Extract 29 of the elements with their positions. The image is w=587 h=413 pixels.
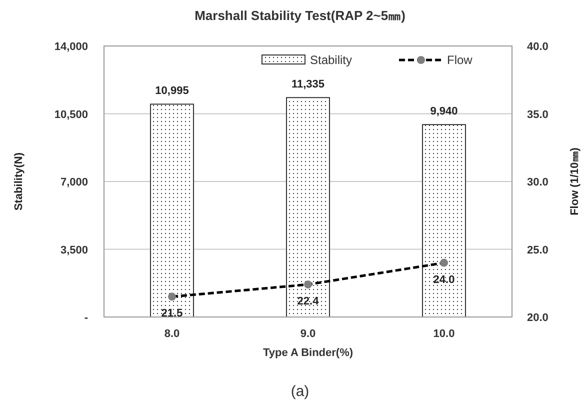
- x-tick-label: 10.0: [433, 328, 455, 340]
- y-tick-label: 14,000: [54, 41, 88, 53]
- data-label: 11,335: [291, 78, 325, 91]
- x-axis-title: Type A Binder(%): [262, 347, 354, 359]
- data-label: 9,940: [430, 106, 458, 118]
- data-label: 10,995: [155, 85, 189, 98]
- y2-tick-label: 30.0: [527, 176, 548, 188]
- y2-axis-title: Flow (1/10㎜): [569, 147, 581, 216]
- y2-tick-label: 25.0: [527, 244, 548, 256]
- bar: [286, 97, 330, 318]
- y2-tick-label: 40.0: [527, 41, 548, 53]
- data-label: 21.5: [161, 308, 183, 320]
- data-label: 22.4: [297, 295, 320, 308]
- y-tick-label: -: [84, 312, 88, 324]
- y-tick-label: 7,000: [60, 176, 88, 188]
- bar: [150, 104, 194, 318]
- text: (a): [290, 383, 310, 400]
- legend-label: Stability: [310, 53, 352, 67]
- x-tick-label: 9.0: [300, 328, 316, 340]
- y-axis-title: Stability(N): [13, 152, 25, 211]
- legend-label: Flow: [447, 53, 473, 67]
- y-tick-label: 3,500: [60, 244, 88, 256]
- y-tick-label: 10,500: [54, 108, 88, 121]
- data-label: 24.0: [433, 274, 455, 286]
- y2-tick-label: 35.0: [527, 108, 548, 121]
- bar: [422, 124, 466, 318]
- y2-tick-label: 20.0: [527, 312, 548, 324]
- chart-title: Marshall Stability Test(RAP 2~5㎜): [194, 8, 406, 23]
- x-tick-label: 8.0: [164, 328, 180, 340]
